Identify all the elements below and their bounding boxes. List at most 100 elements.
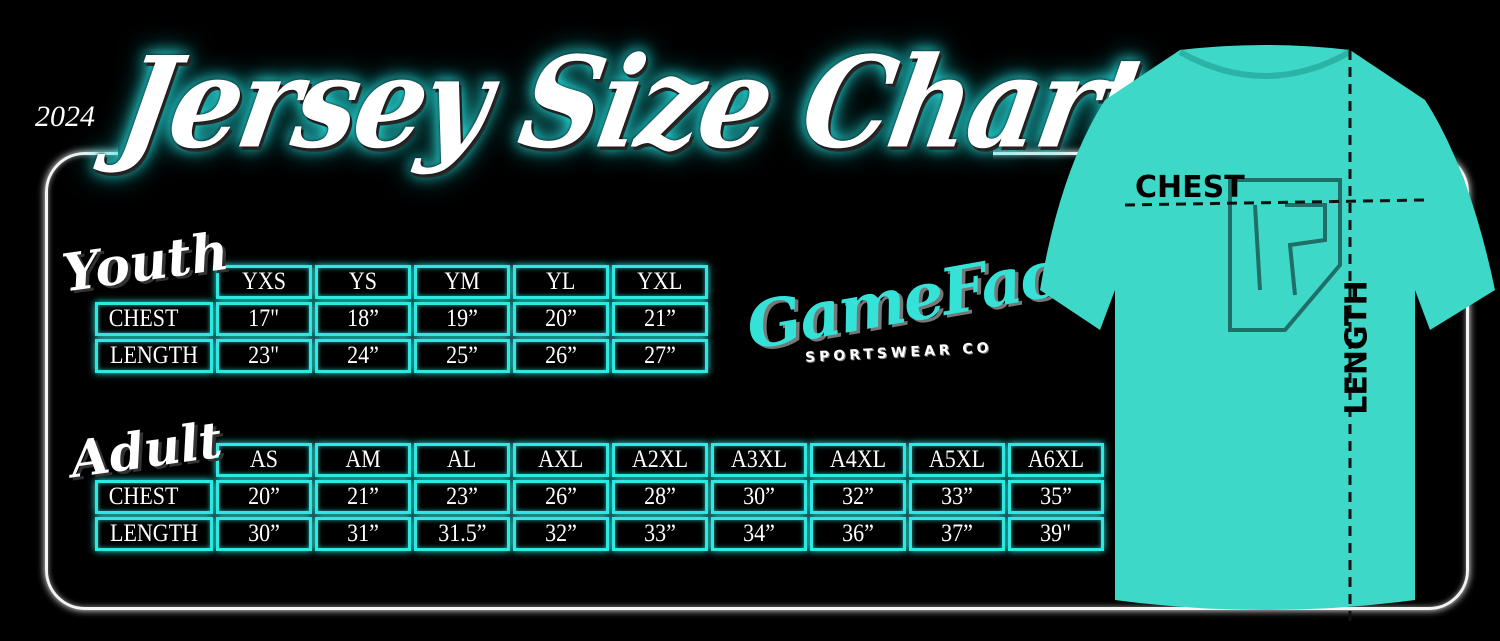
measurement-cell: 28”: [612, 480, 708, 514]
size-header: A6XL: [1008, 443, 1104, 477]
size-header-text: YS: [348, 268, 378, 295]
measurement-cell-text: 26”: [545, 483, 577, 510]
row-label: CHEST: [95, 302, 213, 336]
measurement-cell-text: 33”: [941, 483, 973, 510]
measurement-cell: 33”: [909, 480, 1005, 514]
measurement-cell-text: 37”: [941, 520, 973, 547]
row-label-text: CHEST: [108, 483, 179, 510]
measurement-cell-text: 35”: [1040, 483, 1072, 510]
measurement-cell-text: 30”: [248, 520, 280, 547]
measurement-cell-text: 31.5”: [437, 520, 487, 547]
measurement-cell-text: 23": [248, 342, 280, 369]
size-header-text: AXL: [538, 446, 584, 473]
youth-size-table: YXS YS YM YL YXL CHEST 17" 18” 19” 20” 21” LENGTH 23…: [95, 265, 708, 373]
measurement-cell: 18”: [315, 302, 411, 336]
measurement-cell: 33”: [612, 517, 708, 551]
frame-gap: [118, 130, 993, 170]
size-header-text: AM: [345, 446, 381, 473]
measurement-cell-text: 18”: [347, 305, 379, 332]
size-header: YM: [414, 265, 510, 299]
measurement-cell-text: 21”: [347, 483, 379, 510]
measurement-cell: 26”: [513, 339, 609, 373]
measurement-cell: 36”: [810, 517, 906, 551]
row-label-text: LENGTH: [109, 520, 198, 547]
tshirt-collar: [1178, 49, 1352, 79]
size-header: A2XL: [612, 443, 708, 477]
measurement-cell-text: 20”: [545, 305, 577, 332]
measurement-cell-text: 19”: [446, 305, 478, 332]
measurement-cell: 30”: [216, 517, 312, 551]
measurement-cell: 27”: [612, 339, 708, 373]
size-header-text: A3XL: [730, 446, 788, 473]
measurement-cell-text: 26”: [545, 342, 577, 369]
measurement-cell-text: 28”: [644, 483, 676, 510]
page-title: Jersey Size Chart: [109, 30, 1157, 177]
measurement-cell: 32”: [513, 517, 609, 551]
adult-size-table: AS AM AL AXL A2XL A3XL A4XL A5XL A6XL CHEST 20” 21”…: [95, 443, 1104, 551]
size-header: YL: [513, 265, 609, 299]
measurement-cell-text: 34”: [743, 520, 775, 547]
measurement-cell-text: 25”: [446, 342, 478, 369]
size-header: A3XL: [711, 443, 807, 477]
measurement-cell: 32”: [810, 480, 906, 514]
measurement-cell-text: 27”: [644, 342, 676, 369]
size-header-text: YL: [546, 268, 576, 295]
size-header: YXL: [612, 265, 708, 299]
size-header-text: AL: [447, 446, 477, 473]
measurement-cell: 30”: [711, 480, 807, 514]
size-header: AM: [315, 443, 411, 477]
size-header-text: A5XL: [928, 446, 986, 473]
measurement-cell-text: 23”: [446, 483, 478, 510]
measurement-cell-text: 17": [248, 305, 280, 332]
measurement-cell: 37”: [909, 517, 1005, 551]
row-label: CHEST: [95, 480, 213, 514]
measurement-cell: 39": [1008, 517, 1104, 551]
measurement-cell-text: 33”: [644, 520, 676, 547]
measurement-cell-text: 39": [1040, 520, 1072, 547]
row-label: LENGTH: [95, 517, 213, 551]
tshirt-body: [1040, 45, 1495, 610]
measurement-cell: 35”: [1008, 480, 1104, 514]
measurement-cell-text: 20”: [248, 483, 280, 510]
year-label: 2024: [35, 100, 95, 133]
length-label: LENGTH: [1339, 280, 1375, 415]
size-header-text: AS: [249, 446, 279, 473]
measurement-cell: 26”: [513, 480, 609, 514]
measurement-cell-text: 32”: [545, 520, 577, 547]
measurement-cell: 19”: [414, 302, 510, 336]
size-header-text: YXS: [241, 268, 286, 295]
size-header: YXS: [216, 265, 312, 299]
size-header: YS: [315, 265, 411, 299]
chest-label: CHEST: [1135, 170, 1245, 205]
size-header: A5XL: [909, 443, 1005, 477]
measurement-cell: 23”: [414, 480, 510, 514]
row-label: LENGTH: [95, 339, 213, 373]
size-header: AXL: [513, 443, 609, 477]
measurement-cell: 31”: [315, 517, 411, 551]
tshirt-diagram: [1040, 45, 1495, 625]
size-header: A4XL: [810, 443, 906, 477]
measurement-cell: 31.5”: [414, 517, 510, 551]
measurement-cell: 17": [216, 302, 312, 336]
size-header-text: YM: [444, 268, 480, 295]
measurement-cell-text: 21”: [644, 305, 676, 332]
measurement-cell-text: 24”: [347, 342, 379, 369]
measurement-cell: 21”: [612, 302, 708, 336]
size-header-text: YXL: [637, 268, 683, 295]
measurement-cell: 20”: [513, 302, 609, 336]
size-header: AS: [216, 443, 312, 477]
size-header-text: A6XL: [1027, 446, 1085, 473]
size-header-text: A2XL: [631, 446, 689, 473]
gameface-logo: GameFace SPORTSWEAR CO: [741, 230, 1100, 390]
measurement-cell: 23": [216, 339, 312, 373]
measurement-cell: 21”: [315, 480, 411, 514]
size-header: AL: [414, 443, 510, 477]
measurement-cell: 25”: [414, 339, 510, 373]
measurement-cell-text: 31”: [347, 520, 379, 547]
measurement-cell: 20”: [216, 480, 312, 514]
measurement-cell: 34”: [711, 517, 807, 551]
measurement-cell-text: 30”: [743, 483, 775, 510]
chest-logo-icon: [1228, 178, 1342, 332]
measurement-cell: 24”: [315, 339, 411, 373]
measurement-cell-text: 36”: [842, 520, 874, 547]
